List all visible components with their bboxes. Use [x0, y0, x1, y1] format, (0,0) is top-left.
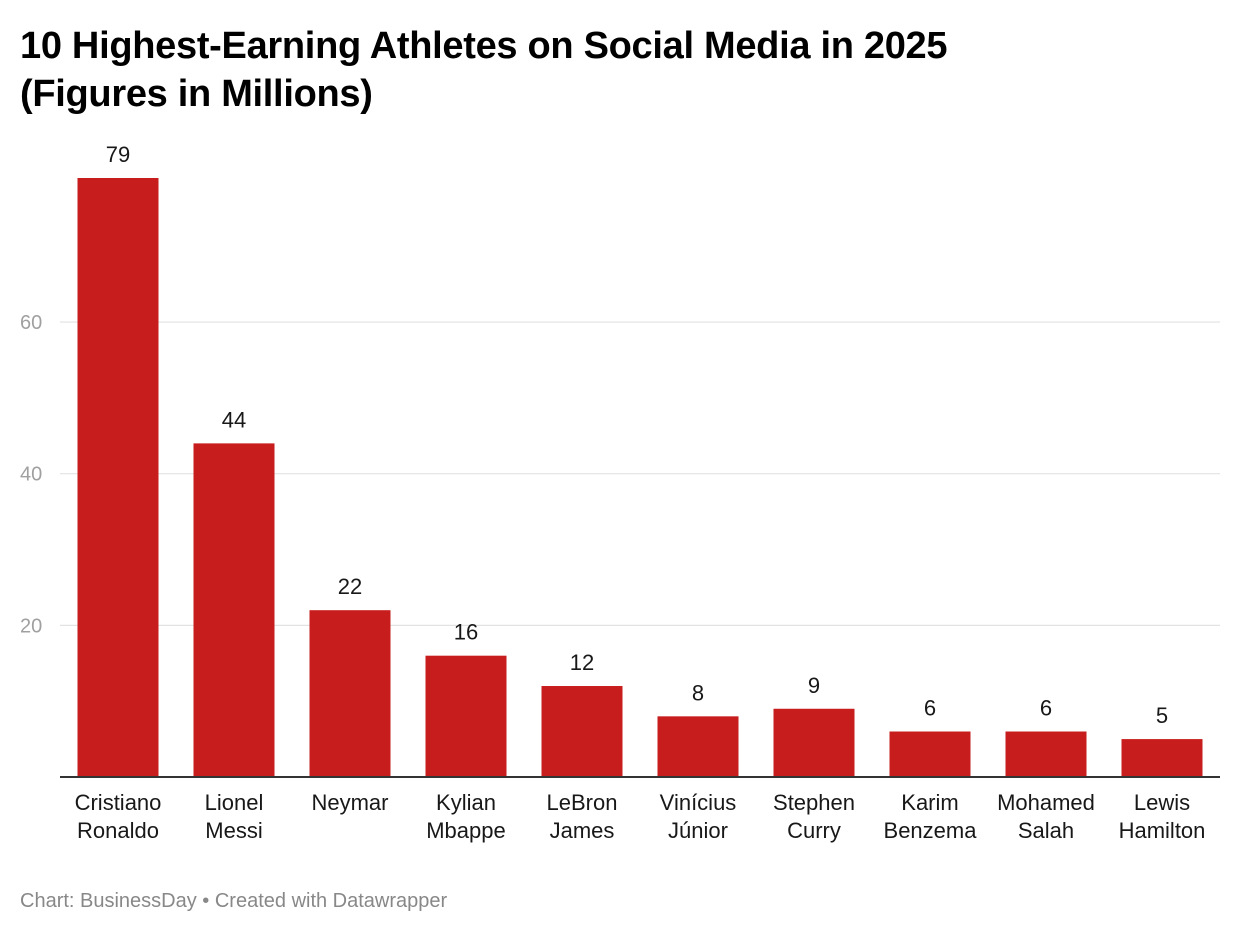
category-label-7: Stephen Curry [773, 790, 855, 843]
y-tick-label-20: 20 [20, 615, 42, 637]
bar-1 [77, 178, 159, 777]
category-labels: Cristiano Ronaldo Lionel Messi Neymar Kylian M… [75, 790, 1206, 843]
data-label-4: 16 [454, 620, 478, 645]
chart-title-line-1: 10 Highest-Earning Athletes on Social Me… [20, 25, 948, 67]
category-label-9: Mohamed Salah [997, 790, 1095, 843]
data-label-2: 44 [222, 407, 246, 432]
y-tick-label-40: 40 [20, 464, 42, 486]
bar-chart: 20 40 60 79 44 22 16 12 8 9 6 6 5 Cristiano Ronaldo L… [20, 142, 1220, 843]
chart-title: 10 Highest-Earning Athletes on Social Me… [20, 22, 1200, 118]
y-tick-label-60: 60 [20, 312, 42, 334]
bar-7 [773, 708, 855, 777]
data-label-9: 6 [1040, 696, 1052, 721]
bars [77, 178, 1203, 777]
bar-4 [425, 655, 507, 777]
bar-3 [309, 610, 391, 777]
data-label-3: 22 [338, 574, 362, 599]
data-label-1: 79 [106, 142, 130, 167]
category-label-6: Vinícius Júnior [660, 790, 737, 843]
bar-6 [657, 716, 739, 777]
bar-2 [193, 443, 275, 777]
chart-source-footer: Chart: BusinessDay • Created with Datawr… [20, 890, 448, 912]
data-labels: 79 44 22 16 12 8 9 6 6 5 [106, 142, 1168, 728]
data-label-10: 5 [1156, 703, 1168, 728]
data-label-7: 9 [808, 673, 820, 698]
category-label-3: Neymar [311, 790, 388, 815]
bar-8 [889, 731, 971, 777]
category-label-5: LeBron James [547, 790, 618, 843]
data-label-8: 6 [924, 696, 936, 721]
data-label-5: 12 [570, 650, 594, 675]
category-label-2: Lionel Messi [205, 790, 264, 843]
bar-5 [541, 686, 623, 777]
category-label-10: Lewis Hamilton [1119, 790, 1206, 843]
bar-10 [1121, 739, 1203, 777]
data-label-6: 8 [692, 680, 704, 705]
bar-9 [1005, 731, 1087, 777]
chart-title-line-2: (Figures in Millions) [20, 73, 373, 115]
category-label-8: Karim Benzema [884, 790, 978, 843]
category-label-1: Cristiano Ronaldo [75, 790, 162, 843]
category-label-4: Kylian Mbappe [426, 790, 506, 843]
